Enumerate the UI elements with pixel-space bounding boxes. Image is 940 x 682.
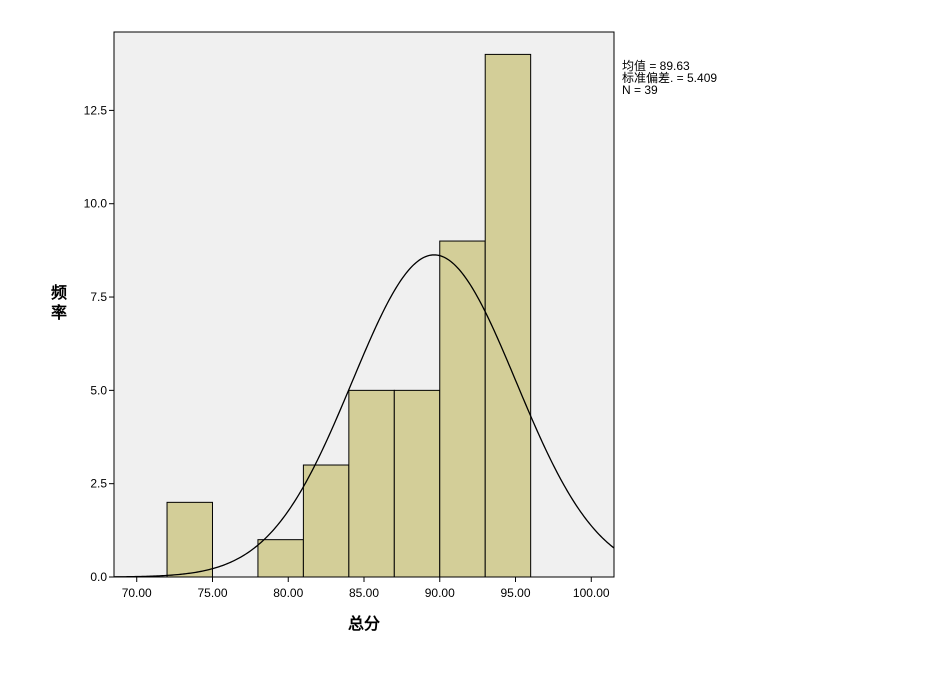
x-tick-label: 95.00 <box>500 586 530 600</box>
n-label: N = 39 <box>622 83 658 97</box>
bars-group <box>166 53 532 578</box>
histogram-bar <box>302 464 350 578</box>
stats-annotation: 均值 = 89.63 标准偏差. = 5.409 N = 39 <box>622 60 717 96</box>
x-tick-label: 75.00 <box>197 586 227 600</box>
histogram-bar <box>348 389 395 578</box>
mean-label: 均值 = 89.63 <box>622 59 690 73</box>
histogram-bar <box>393 389 441 578</box>
x-tick-label: 90.00 <box>425 586 455 600</box>
y-axis-title: 频率 <box>51 283 67 322</box>
histogram-bar <box>484 53 532 578</box>
x-tick-label: 80.00 <box>273 586 303 600</box>
histogram-bar <box>257 539 304 578</box>
x-axis-title: 总分 <box>348 614 380 633</box>
x-tick-label: 85.00 <box>349 586 379 600</box>
histogram-bar <box>166 501 213 578</box>
x-axis: 70.00 75.00 80.00 85.00 90.00 95.00 100.00 <box>122 577 610 600</box>
normal-curve <box>113 254 615 578</box>
x-tick-label: 100.00 <box>573 586 610 600</box>
x-tick-label: 70.00 <box>122 586 152 600</box>
y-tick-label: 12.5 <box>84 103 108 117</box>
y-tick-label: 7.5 <box>90 290 107 304</box>
y-tick-label: 5.0 <box>90 383 107 397</box>
y-tick-label: 0.0 <box>90 570 107 584</box>
histogram-bar <box>439 240 486 578</box>
y-tick-label: 2.5 <box>90 477 107 491</box>
sd-label: 标准偏差. = 5.409 <box>622 71 718 85</box>
y-axis-title-char: 率 <box>51 303 67 322</box>
y-axis-title-char: 频 <box>51 283 67 302</box>
y-tick-label: 10.0 <box>84 197 108 211</box>
y-axis: 0.0 2.5 5.0 7.5 10.0 12.5 <box>84 103 114 584</box>
